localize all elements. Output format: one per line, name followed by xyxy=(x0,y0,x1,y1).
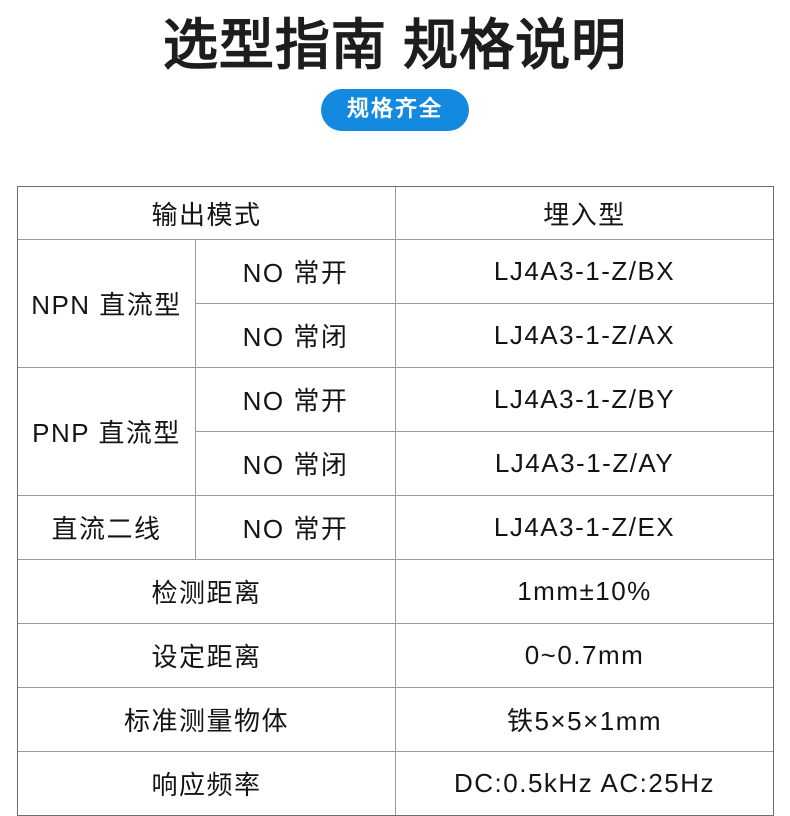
spec-label-standard-target-text: 标准测量物体 xyxy=(124,706,290,736)
column-header-output-mode-label: 输出模式 xyxy=(151,199,262,230)
column-header-embedded-type: 埋入型 xyxy=(395,186,775,240)
output-mode-pnp: PNP 直流型 xyxy=(17,367,196,496)
model-npn-no: LJ4A3-1-Z/BX xyxy=(395,239,775,304)
contact-type-pnp-nc: NO 常闭 xyxy=(194,431,397,496)
column-header-output-mode: 输出模式 xyxy=(16,186,397,240)
specification-table-container: 输出模式 埋入型 NPN 直流型 NO 常开 LJ4A3-1-Z/BX xyxy=(16,186,775,816)
spec-value-standard-target: 铁5×5×1mm xyxy=(395,687,775,752)
table-header-row: 输出模式 埋入型 xyxy=(16,186,775,240)
badge-container: 规格齐全 xyxy=(0,89,790,131)
table-row: NPN 直流型 NO 常开 LJ4A3-1-Z/BX xyxy=(17,239,775,368)
spec-label-response-frequency: 响应频率 xyxy=(16,751,397,816)
output-mode-dc-two-wire-label: 直流二线 xyxy=(51,514,162,544)
model-npn-nc: LJ4A3-1-Z/AX xyxy=(395,303,775,368)
table-row: PNP 直流型 NO 常开 LJ4A3-1-Z/BY xyxy=(17,367,775,496)
contact-type-npn-no-label: NO 常开 xyxy=(242,258,349,288)
spec-value-setting-distance: 0~0.7mm xyxy=(395,623,775,688)
header: 选型指南 规格说明 规格齐全 xyxy=(0,0,790,131)
table-row: 检测距离 1mm±10% xyxy=(16,559,775,624)
specification-table: 输出模式 埋入型 NPN 直流型 NO 常开 LJ4A3-1-Z/BX xyxy=(16,186,775,816)
contact-type-dc-two-wire-no-label: NO 常开 xyxy=(242,514,349,544)
contact-type-npn-no: NO 常开 xyxy=(194,239,397,304)
spec-label-standard-target: 标准测量物体 xyxy=(16,687,397,752)
page-title: 选型指南 规格说明 xyxy=(162,14,628,76)
model-dc-two-wire-no-value: LJ4A3-1-Z/EX xyxy=(493,512,676,542)
spec-value-standard-target-text: 铁5×5×1mm xyxy=(506,706,663,736)
output-mode-dc-two-wire: 直流二线 xyxy=(17,495,196,560)
spec-label-detection-distance-text: 检测距离 xyxy=(151,578,262,608)
output-mode-pnp-label: PNP 直流型 xyxy=(32,418,181,448)
spec-value-detection-distance-text: 1mm±10% xyxy=(517,576,652,606)
spec-value-detection-distance: 1mm±10% xyxy=(395,559,775,624)
spec-label-detection-distance: 检测距离 xyxy=(16,559,397,624)
table-row: 响应频率 DC:0.5kHz AC:25Hz xyxy=(16,751,775,816)
model-npn-no-value: LJ4A3-1-Z/BX xyxy=(493,256,676,286)
model-npn-nc-value: LJ4A3-1-Z/AX xyxy=(493,320,676,350)
model-pnp-no: LJ4A3-1-Z/BY xyxy=(395,367,775,432)
output-mode-npn: NPN 直流型 xyxy=(17,239,196,368)
spec-label-setting-distance: 设定距离 xyxy=(16,623,397,688)
contact-type-pnp-no: NO 常开 xyxy=(194,367,397,432)
spec-value-response-frequency-text: DC:0.5kHz AC:25Hz xyxy=(454,768,716,798)
contact-type-npn-nc-label: NO 常闭 xyxy=(242,322,349,352)
spec-label-response-frequency-text: 响应频率 xyxy=(151,770,262,800)
spec-value-response-frequency: DC:0.5kHz AC:25Hz xyxy=(395,751,775,816)
contact-type-npn-nc: NO 常闭 xyxy=(194,303,397,368)
model-dc-two-wire-no: LJ4A3-1-Z/EX xyxy=(395,495,775,560)
model-pnp-nc: LJ4A3-1-Z/AY xyxy=(395,431,775,496)
model-pnp-no-value: LJ4A3-1-Z/BY xyxy=(493,384,676,414)
contact-type-pnp-no-label: NO 常开 xyxy=(242,386,349,416)
table-row: 标准测量物体 铁5×5×1mm xyxy=(16,687,775,752)
spec-value-setting-distance-text: 0~0.7mm xyxy=(524,640,645,670)
output-mode-npn-label: NPN 直流型 xyxy=(31,290,182,320)
table-row: 直流二线 NO 常开 LJ4A3-1-Z/EX xyxy=(17,495,775,560)
spec-label-setting-distance-text: 设定距离 xyxy=(151,642,262,672)
contact-type-dc-two-wire-no: NO 常开 xyxy=(194,495,397,560)
status-badge: 规格齐全 xyxy=(320,89,469,131)
table-row: 设定距离 0~0.7mm xyxy=(16,623,775,688)
column-header-embedded-type-label: 埋入型 xyxy=(543,199,626,230)
contact-type-pnp-nc-label: NO 常闭 xyxy=(242,450,349,480)
model-pnp-nc-value: LJ4A3-1-Z/AY xyxy=(494,448,675,478)
